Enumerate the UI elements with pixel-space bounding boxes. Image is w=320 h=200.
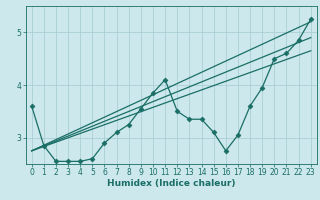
X-axis label: Humidex (Indice chaleur): Humidex (Indice chaleur) [107,179,236,188]
